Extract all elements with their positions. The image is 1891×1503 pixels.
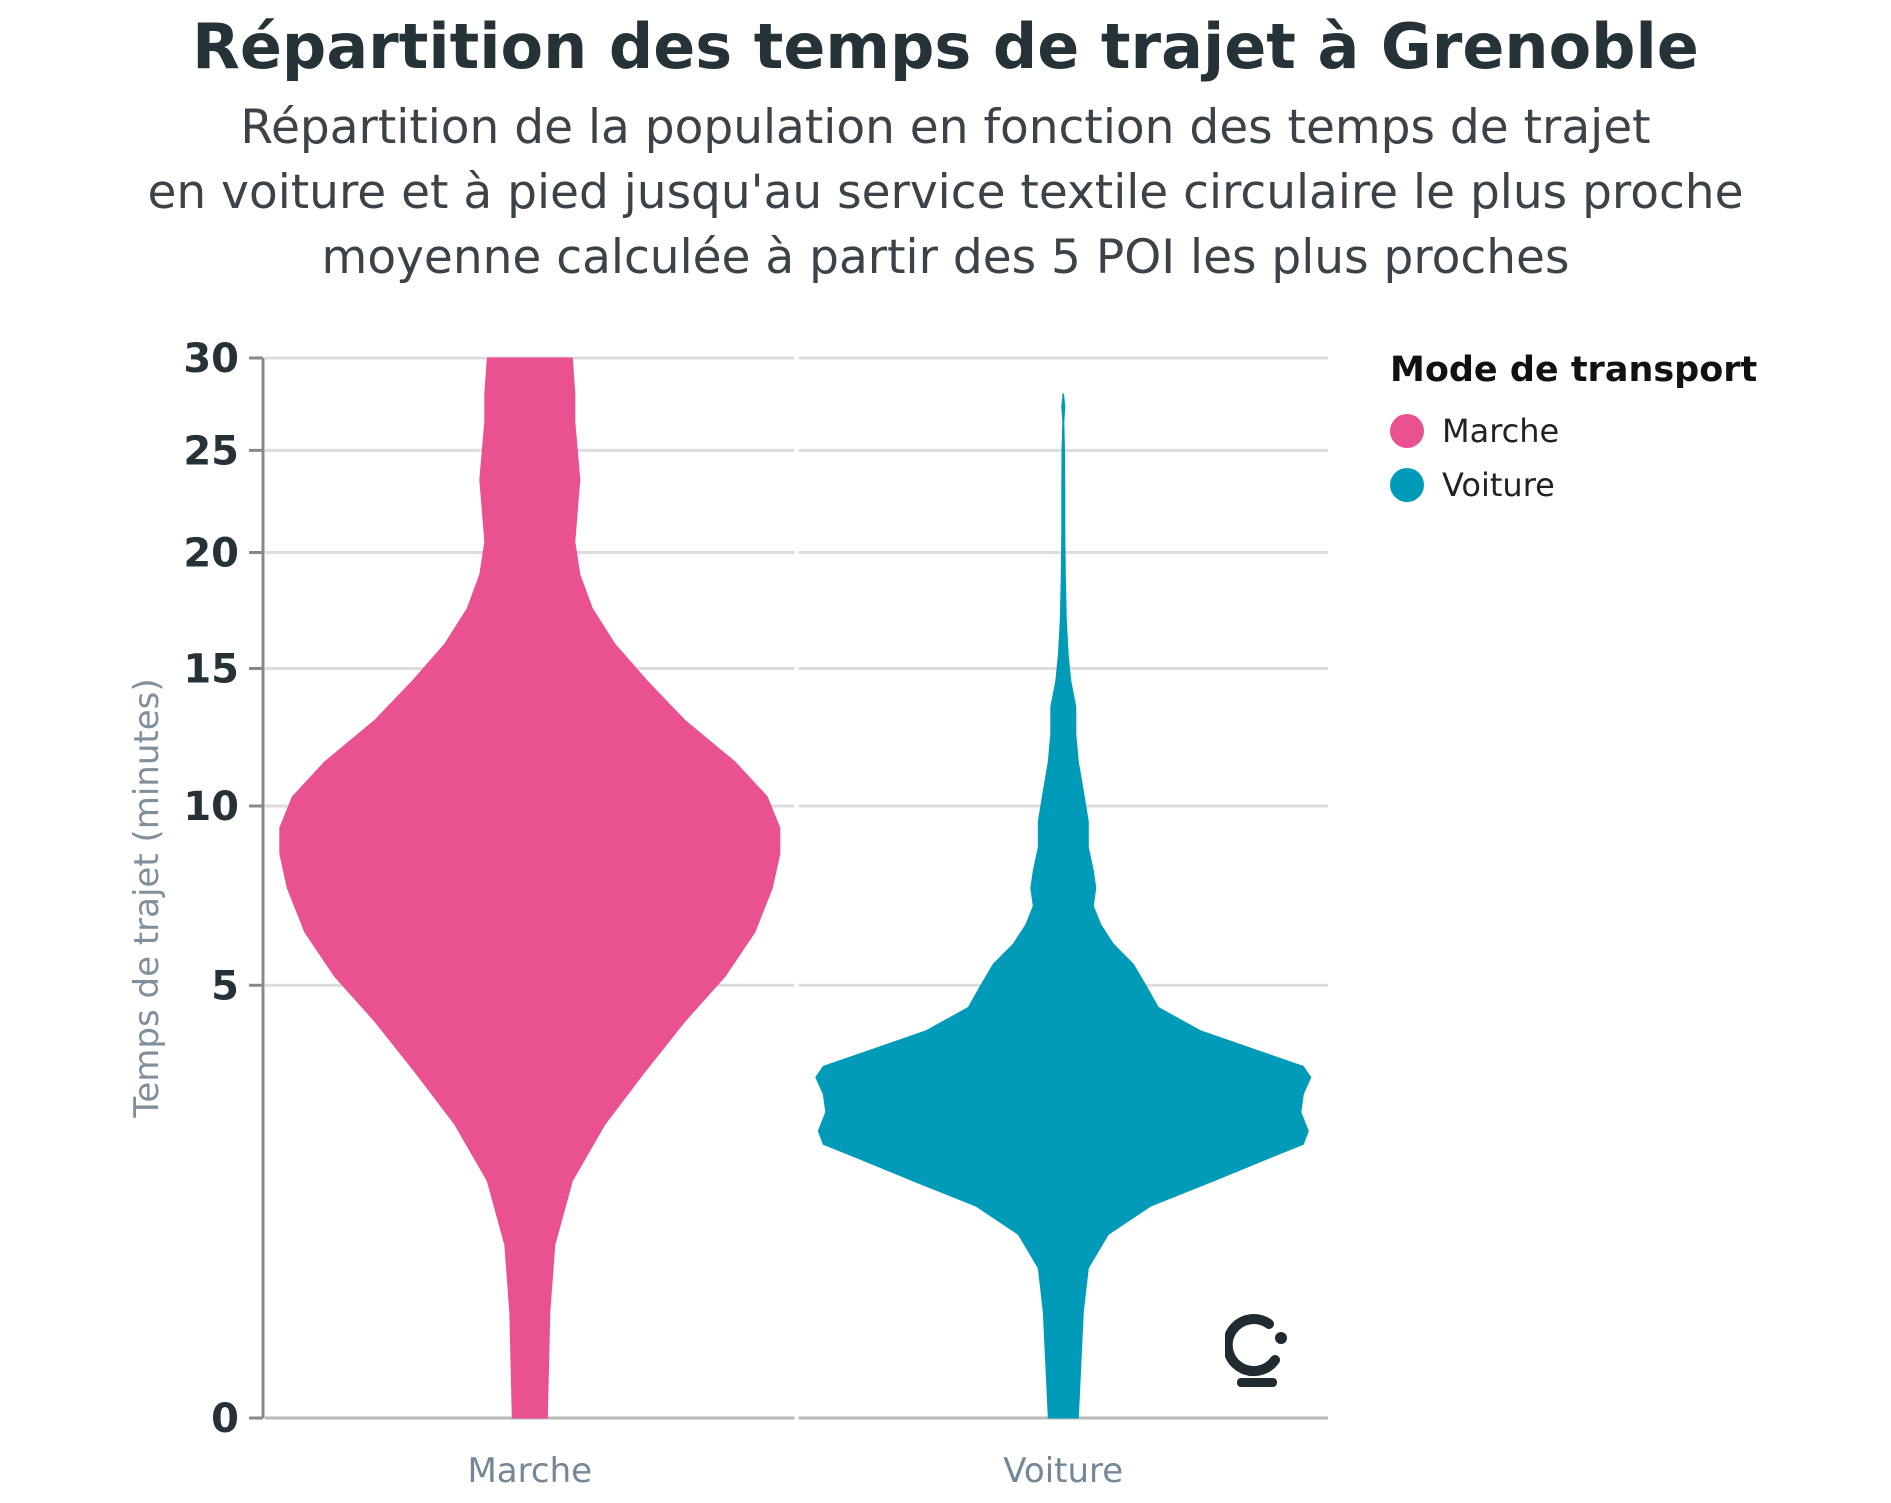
chart-title: Répartition des temps de trajet à Grenob…	[192, 10, 1699, 83]
y-tick-label-15: 15	[183, 646, 239, 692]
y-tick-label-30: 30	[183, 336, 239, 382]
legend-title: Mode de transport	[1390, 350, 1758, 390]
legend: Mode de transport Marche Voiture	[1390, 350, 1757, 512]
y-tick-label-10: 10	[183, 784, 239, 830]
x-tick-label-marche: Marche	[467, 1451, 592, 1491]
chart-subtitle-line-2: en voiture et à pied jusqu'au service te…	[147, 165, 1744, 220]
x-tick-label-voiture: Voiture	[1003, 1451, 1123, 1491]
chart-subtitle-line-3: moyenne calculée à partir des 5 POI les …	[321, 230, 1570, 285]
legend-label-marche: Marche	[1442, 412, 1560, 450]
brand-logo	[1225, 1314, 1287, 1387]
y-tick-label-20: 20	[183, 531, 239, 577]
y-tick-label-5: 5	[211, 963, 239, 1009]
violin-marche	[279, 357, 781, 1419]
legend-swatch-marche	[1390, 414, 1424, 448]
violin-voiture	[815, 393, 1312, 1419]
legend-label-voiture: Voiture	[1442, 466, 1555, 504]
legend-item-marche[interactable]: Marche	[1390, 404, 1757, 458]
y-tick-label-0: 0	[211, 1396, 239, 1442]
y-tick-label-25: 25	[183, 428, 239, 474]
legend-swatch-voiture	[1390, 468, 1424, 502]
y-axis-title: Temps de trajet (minutes)	[127, 678, 167, 1118]
chart-subtitle-line-1: Répartition de la population en fonction…	[240, 100, 1651, 155]
legend-item-voiture[interactable]: Voiture	[1390, 458, 1757, 512]
